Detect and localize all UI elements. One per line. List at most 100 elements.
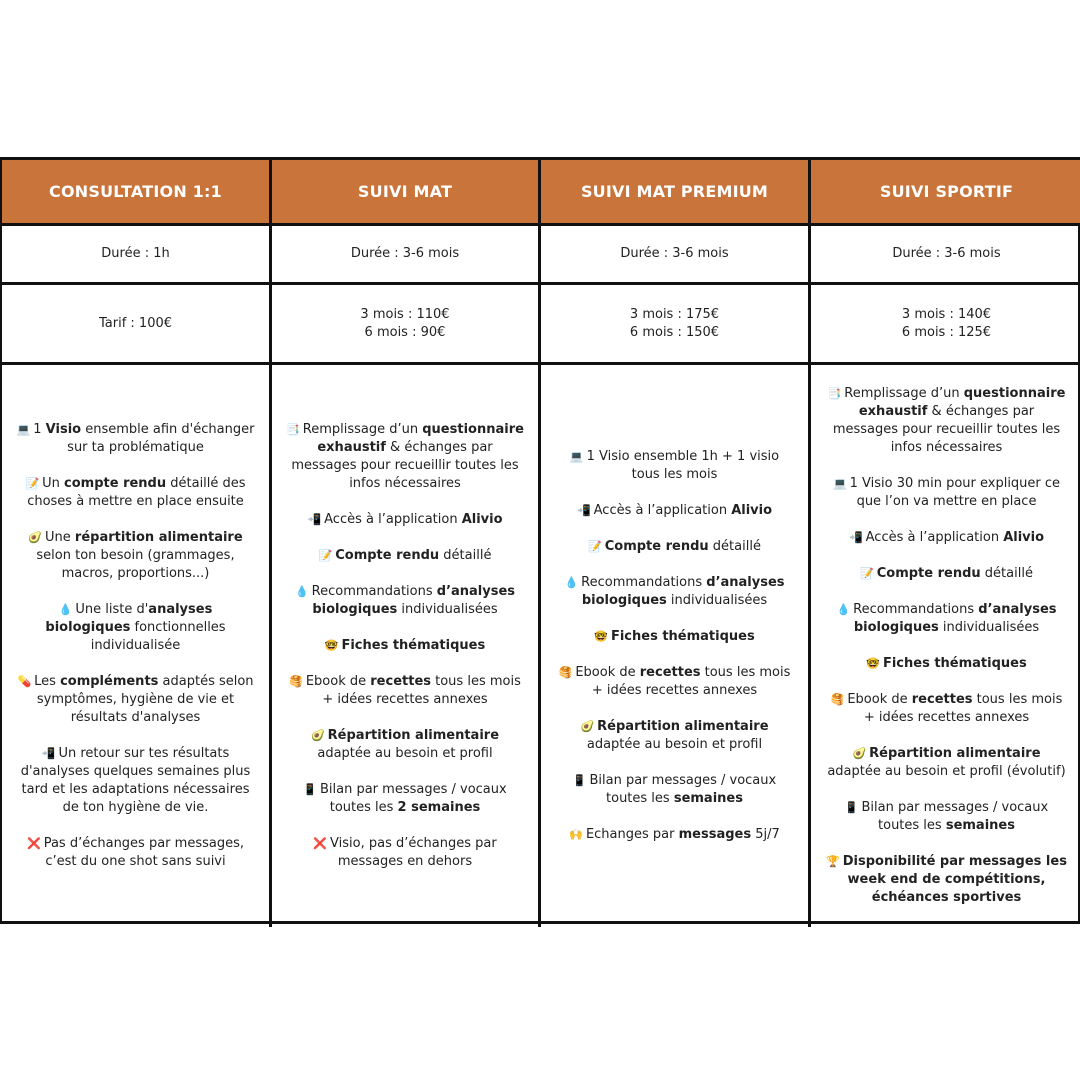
duration-consultation: Durée : 1h (2, 226, 272, 285)
feature-item: 🏆 Disponibilité par messages les week end… (825, 853, 1068, 907)
feature-item: 🙌 Echanges par messages 5j/7 (555, 826, 794, 844)
feature-text: Une (45, 530, 75, 545)
feature-item: 📝 Compte rendu détaillé (825, 565, 1068, 583)
feature-text: détaillé (439, 548, 492, 563)
feature-text: individualisées (397, 602, 498, 617)
feature-text: Visio, pas d’échanges par messages en de… (330, 836, 497, 869)
feature-text: Pas d’échanges par messages, c’est du on… (43, 836, 244, 869)
feature-list: 💻 1 Visio ensemble afin d'échanger sur ta… (16, 421, 255, 871)
price-suivi-mat: 3 mois : 110€ 6 mois : 90€ (272, 285, 541, 365)
feature-text-bold: Visio (45, 422, 82, 437)
feature-text-bold: répartition alimentaire (74, 530, 243, 545)
memo-icon: 📝 (318, 549, 333, 562)
feature-text-bold: compléments (60, 674, 159, 689)
feature-text-bold: Compte rendu (876, 566, 981, 581)
feature-text: Un retour sur tes résultats d'analyses q… (20, 746, 251, 815)
feature-text: Un (42, 476, 65, 491)
feature-text-bold: Disponibilité par messages les week end … (842, 854, 1067, 905)
feature-item: 🥑 Une répartition alimentaire selon ton b… (16, 529, 255, 583)
feature-item: 📑 Remplissage d’un questionnaire exhausti… (825, 385, 1068, 457)
feature-item: 💻 1 Visio ensemble afin d'échanger sur ta… (16, 421, 255, 457)
price-line: 3 mois : 175€ (629, 306, 720, 322)
feature-text: fonctionnelles individualisée (90, 620, 226, 653)
pill-icon: 💊 (17, 675, 32, 688)
feature-text: Accès à l’application (865, 530, 1004, 545)
cross-icon: ❌ (313, 837, 328, 850)
memo-icon: 📝 (860, 567, 874, 580)
feature-text: & échanges par messages pour recueillir … (832, 404, 1061, 455)
feature-text-bold: Alivio (461, 512, 503, 527)
cross-icon: ❌ (27, 837, 41, 850)
feature-item: 💧 Une liste d'analyses biologiques foncti… (16, 601, 255, 655)
feature-item: 💻 1 Visio ensemble 1h + 1 visio tous les … (555, 448, 794, 484)
feature-item: 🤓 Fiches thématiques (825, 655, 1068, 673)
feature-item: 📝 Un compte rendu détaillé des choses à m… (16, 475, 255, 511)
feature-text: adaptée au besoin et profil (317, 746, 493, 761)
feature-text-bold: messages (678, 827, 752, 842)
feature-item: 💧 Recommandations d’analyses biologiques … (825, 601, 1068, 637)
feature-text-bold: questionnaire exhaustif (317, 422, 524, 455)
feature-item: 📝 Compte rendu détaillé (286, 547, 524, 565)
mobile-phone-icon: 📱 (303, 783, 317, 796)
price-suivi-mat-premium: 3 mois : 175€ 6 mois : 150€ (541, 285, 811, 365)
feature-text: Ebook de (847, 692, 912, 707)
mobile-phone-icon: 📱 (572, 774, 587, 787)
feature-item: 🥑 Répartition alimentaire adaptée au beso… (286, 727, 524, 763)
feature-item: 📱 Bilan par messages / vocaux toutes les … (555, 772, 794, 808)
feature-text: Recommandations (853, 602, 979, 617)
feature-text: 5j/7 (751, 827, 780, 842)
feature-text: Accès à l’application (324, 512, 462, 527)
feature-item: 📲 Accès à l’application Alivio (555, 502, 794, 520)
feature-item: 📝 Compte rendu détaillé (555, 538, 794, 556)
nerd-face-icon: 🤓 (594, 630, 608, 643)
feature-text: détaillé (980, 566, 1033, 581)
feature-item: 🥑 Répartition alimentaire adaptée au beso… (555, 718, 794, 754)
header-suivi-sportif: SUIVI SPORTIF (811, 160, 1080, 226)
feature-item: 📱 Bilan par messages / vocaux toutes les … (825, 799, 1068, 835)
feature-list: 💻 1 Visio ensemble 1h + 1 visio tous les … (555, 448, 794, 844)
header-suivi-mat-premium: SUIVI MAT PREMIUM (541, 160, 811, 226)
document-icon: 📑 (827, 387, 842, 400)
feature-text: adaptée au besoin et profil (évolutif) (827, 764, 1066, 779)
blood-drop-icon: 💧 (836, 603, 851, 616)
price-line: 3 mois : 140€ (901, 306, 992, 322)
feature-text: tous les mois + idées recettes annexes (322, 674, 521, 707)
feature-item: 📲 Un retour sur tes résultats d'analyses … (16, 745, 255, 817)
features-consultation: 💻 1 Visio ensemble afin d'échanger sur ta… (2, 365, 272, 927)
feature-text: Remplissage d’un (844, 386, 964, 401)
nerd-face-icon: 🤓 (866, 657, 880, 670)
feature-text-bold: analyses biologiques (45, 602, 213, 635)
feature-text-bold: Alivio (731, 503, 773, 518)
feature-text: Recommandations (311, 584, 437, 599)
feature-item: 💻 1 Visio 30 min pour expliquer ce que l’… (825, 475, 1068, 511)
phone-arrow-icon: 📲 (41, 747, 56, 760)
feature-text-bold: recettes (370, 674, 431, 689)
header-suivi-mat: SUIVI MAT (272, 160, 541, 226)
features-suivi-sportif: 📑 Remplissage d’un questionnaire exhausti… (811, 365, 1080, 927)
feature-item: 💧 Recommandations d’analyses biologiques … (286, 583, 524, 619)
feature-item: ❌ Pas d’échanges par messages, c’est du o… (16, 835, 255, 871)
feature-text: Echanges par (585, 827, 679, 842)
feature-text: & échanges par messages pour recueillir … (291, 440, 519, 491)
feature-text-bold: Alivio (1003, 530, 1045, 545)
feature-text-bold: Répartition alimentaire (869, 746, 1041, 761)
feature-text: 1 (33, 422, 46, 437)
avocado-icon: 🥑 (852, 747, 867, 760)
pricing-table: CONSULTATION 1:1 SUIVI MAT SUIVI MAT PRE… (0, 157, 1080, 927)
laptop-icon: 💻 (569, 450, 584, 463)
pancakes-icon: 🥞 (289, 675, 303, 688)
feature-item: 🥞 Ebook de recettes tous les mois + idées… (555, 664, 794, 700)
feature-text-bold: Fiches thématiques (610, 629, 755, 644)
feature-text-bold: Fiches thématiques (341, 638, 486, 653)
feature-text-bold: semaines (673, 791, 743, 806)
feature-text: selon ton besoin (grammages, macros, pro… (36, 548, 235, 581)
feature-text: Les (34, 674, 61, 689)
feature-text-bold: questionnaire exhaustif (858, 386, 1066, 419)
avocado-icon: 🥑 (28, 531, 43, 544)
pancakes-icon: 🥞 (830, 693, 845, 706)
price-line: 6 mois : 150€ (629, 324, 720, 340)
feature-item: 📱 Bilan par messages / vocaux toutes les … (286, 781, 524, 817)
feature-text: Une liste d' (75, 602, 149, 617)
phone-arrow-icon: 📲 (307, 513, 322, 526)
feature-list: 📑 Remplissage d’un questionnaire exhausti… (825, 385, 1068, 907)
